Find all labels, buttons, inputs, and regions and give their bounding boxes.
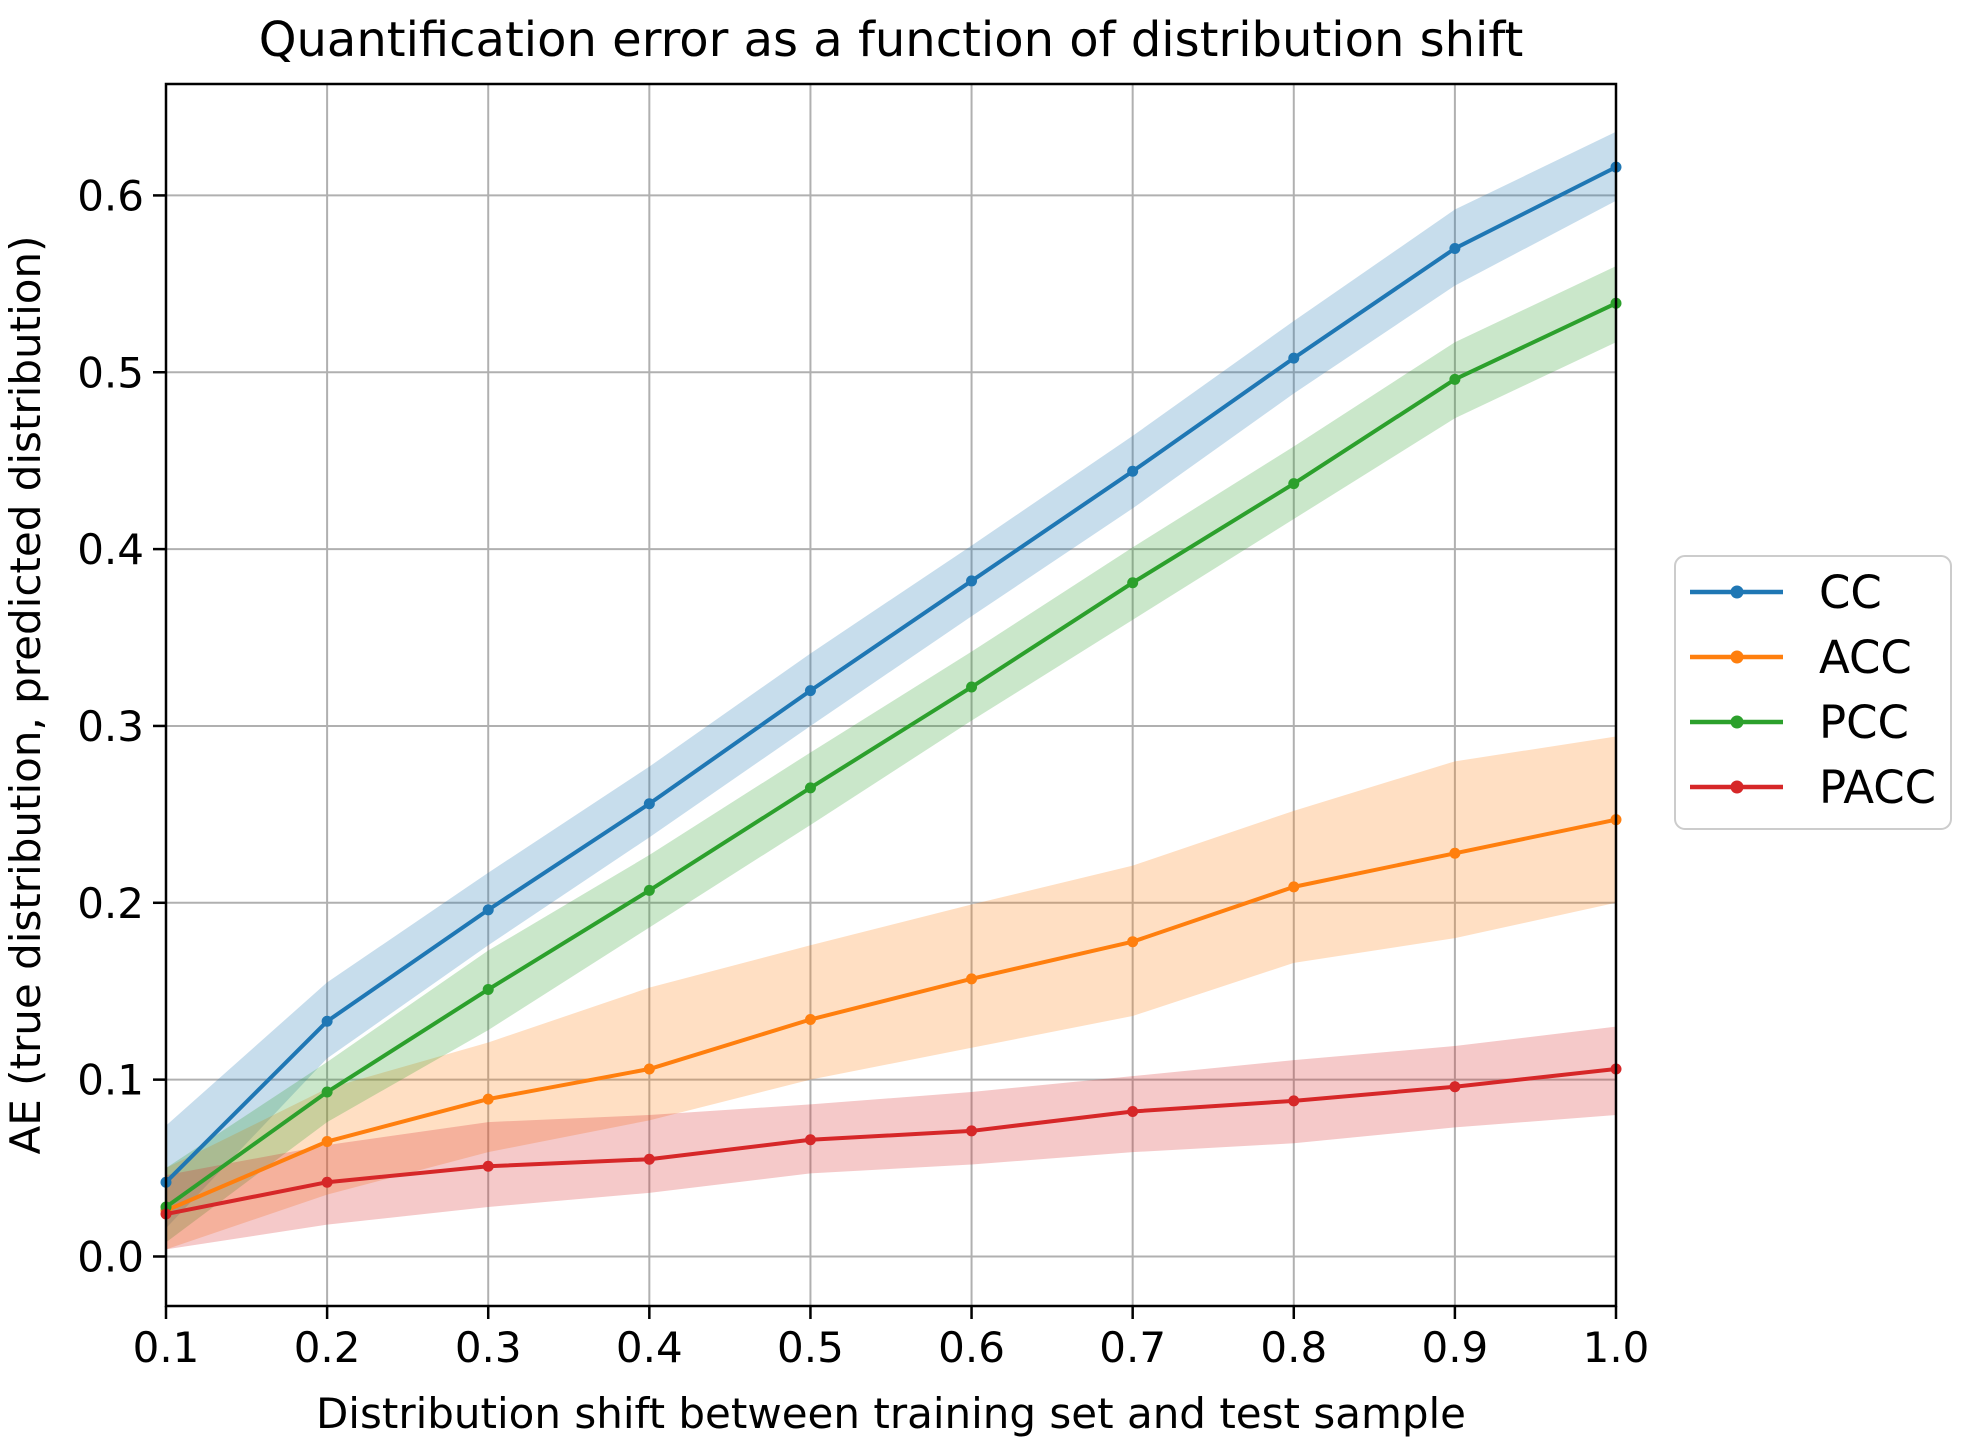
y-tick-label: 0.4	[77, 525, 144, 574]
series-marker-CC	[1449, 242, 1461, 254]
series-marker-CC	[643, 798, 655, 810]
series-line-PCC	[164, 301, 1617, 1209]
legend-marker-PCC	[1730, 715, 1744, 729]
x-tick-label: 0.6	[938, 1323, 1005, 1372]
series-marker-PCC	[643, 884, 655, 896]
series-marker-CC	[482, 904, 494, 916]
legend-label-PCC: PCC	[1819, 696, 1909, 749]
series-marker-PCC	[1288, 478, 1300, 490]
x-tick-label: 0.1	[133, 1323, 200, 1372]
series-marker-ACC	[482, 1093, 494, 1105]
series-marker-ACC	[643, 1063, 655, 1075]
legend: CC ACC PCC PACC	[1674, 555, 1952, 830]
legend-marker-CC	[1730, 585, 1744, 599]
legend-label-ACC: ACC	[1819, 631, 1912, 684]
series-marker-PACC	[966, 1125, 978, 1137]
grid-layer	[165, 84, 1617, 1306]
series-marker-CC	[804, 685, 816, 697]
series-marker-PCC	[804, 782, 816, 794]
chart-title: Quantification error as a function of di…	[259, 12, 1524, 68]
series-marker-ACC	[321, 1136, 333, 1148]
x-tick-label: 0.8	[1260, 1323, 1327, 1372]
series-marker-PACC	[1127, 1105, 1139, 1117]
series-marker-PCC	[1449, 373, 1461, 385]
confidence-band-ACC	[166, 736, 1616, 1250]
series-marker-PACC	[804, 1134, 816, 1146]
x-tick-label: 0.7	[1099, 1323, 1166, 1372]
series-marker-CC	[966, 575, 978, 587]
confidence-bands-layer	[166, 131, 1616, 1250]
series-marker-PACC	[1449, 1081, 1461, 1093]
series-marker-PACC	[1288, 1095, 1300, 1107]
y-tick-label: 0.6	[77, 171, 144, 220]
x-tick-label: 0.2	[294, 1323, 361, 1372]
series-marker-ACC	[1127, 936, 1139, 948]
x-tick-label: 0.3	[455, 1323, 522, 1372]
confidence-band-CC	[166, 131, 1616, 1229]
series-marker-ACC	[966, 973, 978, 985]
series-marker-ACC	[1288, 881, 1300, 893]
legend-item-CC: CC	[1690, 566, 1882, 619]
y-tick-label: 0.2	[77, 879, 144, 928]
y-tick-label: 0.5	[77, 348, 144, 397]
y-axis-label: AE (true distribution, predicted distrib…	[1, 236, 50, 1155]
series-marker-PCC	[966, 681, 978, 693]
series-marker-CC	[321, 1015, 333, 1027]
x-tick-label: 0.4	[616, 1323, 683, 1372]
series-marker-PACC	[321, 1176, 333, 1188]
series-marker-PCC	[482, 983, 494, 995]
x-tick-label: 0.9	[1421, 1323, 1488, 1372]
axes-layer	[153, 82, 1618, 1319]
x-tick-label: 0.5	[777, 1323, 844, 1372]
legend-item-PCC: PCC	[1690, 696, 1909, 749]
legend-item-PACC: PACC	[1690, 761, 1936, 814]
series-marker-PCC	[321, 1086, 333, 1098]
confidence-band-PACC	[166, 1026, 1616, 1250]
x-tick-label: 1.0	[1583, 1323, 1650, 1372]
legend-item-ACC: ACC	[1690, 631, 1912, 684]
legend-label-PACC: PACC	[1819, 761, 1936, 814]
series-marker-PCC	[1127, 577, 1139, 589]
y-tick-label: 0.3	[77, 702, 144, 751]
series-line-PACC	[165, 1067, 1617, 1217]
tick-labels-layer: 0.1 0.2 0.3 0.4 0.5 0.6 0.7 0.8 0.9 1.0 0.0 0.1 0.2 0…	[77, 171, 1649, 1372]
y-tick-label: 0.1	[77, 1056, 144, 1105]
series-line-ACC	[165, 817, 1617, 1213]
legend-box	[1674, 555, 1952, 830]
series-line-CC	[164, 165, 1617, 1184]
series-marker-PACC	[482, 1160, 494, 1172]
legend-marker-PACC	[1730, 780, 1744, 794]
plot-border	[164, 82, 1618, 1308]
series-marker-PACC	[643, 1153, 655, 1165]
series-marker-CC	[1127, 465, 1139, 477]
legend-label-CC: CC	[1819, 566, 1882, 619]
legend-marker-ACC	[1730, 650, 1744, 664]
series-marker-ACC	[804, 1014, 816, 1026]
x-axis-label: Distribution shift between training set …	[316, 1389, 1466, 1438]
series-marker-CC	[1288, 352, 1300, 364]
y-tick-label: 0.0	[77, 1232, 144, 1281]
series-marker-ACC	[1449, 847, 1461, 859]
